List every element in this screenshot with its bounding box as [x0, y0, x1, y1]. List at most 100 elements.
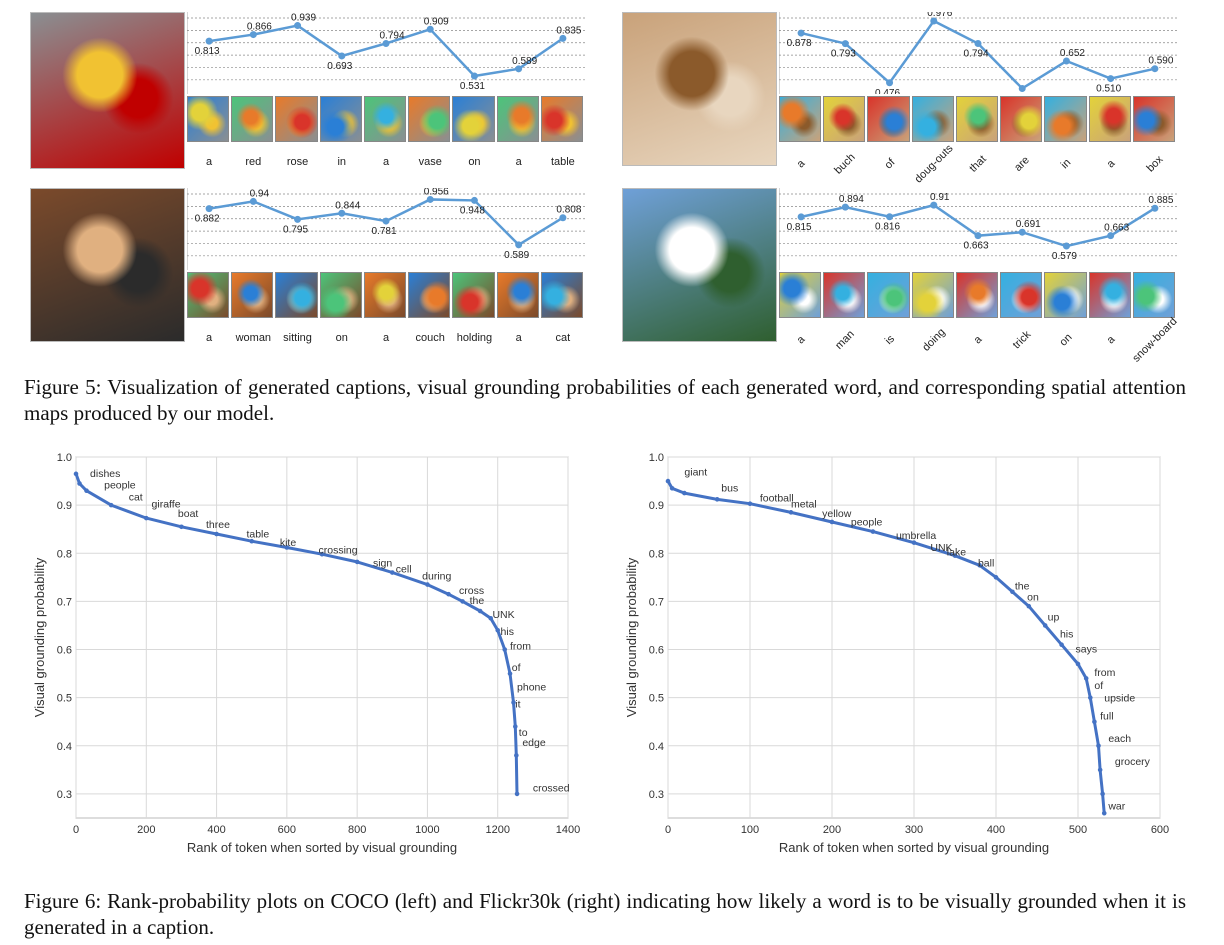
caption-word: a: [382, 332, 390, 344]
attention-map: [540, 96, 583, 142]
grounding-point: [382, 217, 390, 225]
caption-word: a: [1104, 333, 1118, 347]
grounding-point: [1018, 228, 1026, 236]
curve-point: [495, 627, 501, 633]
value-label: 0.794: [379, 30, 404, 41]
attention-map: [823, 96, 866, 142]
y-tick-label: 0.4: [57, 741, 72, 753]
grounding-point: [470, 196, 478, 204]
caption-word: doing: [920, 326, 948, 354]
curve-point: [977, 563, 982, 568]
caption-word: in: [337, 156, 347, 168]
x-tick-label: 0: [73, 824, 79, 836]
grounding-point: [1151, 65, 1159, 73]
grounding-point: [886, 79, 894, 87]
curve-point: [514, 753, 519, 758]
grounding-point: [930, 201, 938, 209]
value-label: 0.939: [291, 13, 316, 24]
attention-strip-flowers: [187, 96, 585, 142]
attention-map: [319, 96, 362, 142]
x-tick-label: 500: [1069, 824, 1087, 836]
caption-word: that: [967, 153, 989, 175]
x-tick-label: 200: [137, 824, 155, 836]
grounding-point: [205, 205, 213, 213]
value-label: 0.815: [787, 222, 812, 233]
attention-map: [1044, 272, 1087, 318]
value-label: 0.476: [875, 88, 900, 94]
grounding-point: [1107, 232, 1115, 240]
caption-word: on: [335, 332, 348, 344]
grounding-point: [470, 72, 478, 80]
curve-point: [460, 599, 465, 604]
caption-word: rose: [286, 156, 309, 168]
value-label: 0.882: [195, 214, 220, 225]
x-tick-label: 600: [1151, 824, 1169, 836]
value-label: 0.663: [963, 241, 988, 252]
y-tick-label: 0.6: [649, 645, 664, 657]
word-annotation: football: [760, 492, 794, 504]
y-tick-label: 0.9: [57, 500, 72, 512]
attention-map: [496, 96, 539, 142]
grounding-point: [1018, 84, 1026, 92]
y-tick-label: 0.3: [57, 789, 72, 801]
curve-point: [73, 471, 79, 477]
word-annotation: cross: [459, 585, 484, 597]
word-annotation: war: [1107, 800, 1125, 812]
grounding-chart-donuts: 0.878 0.793 0.476 0.976 0.794 0.430 0.652 0.510…: [779, 12, 1177, 94]
word-annotation: from: [510, 641, 531, 653]
x-tick-label: 300: [905, 824, 923, 836]
value-label: 0.590: [1148, 56, 1173, 67]
y-tick-label: 1.0: [57, 452, 72, 464]
word-annotation: cat: [129, 491, 143, 503]
attention-map: [408, 96, 451, 142]
grounding-chart-flowers: 0.813 0.866 0.939 0.693 0.794 0.909 0.531 0.589…: [187, 12, 585, 94]
word-annotation: crossing: [318, 544, 357, 556]
x-tick-label: 400: [987, 824, 1005, 836]
attention-map: [187, 272, 230, 318]
flickr30k-rank-probability-chart: 0 100 200 300 400 500 600 0.3 0.4 0.5 0.6 0.7 0.8 0.9…: [624, 452, 1169, 855]
curve-point: [1059, 642, 1064, 648]
word-annotation: bus: [721, 483, 738, 495]
grounding-point: [1062, 242, 1070, 250]
caption-word: man: [833, 328, 858, 352]
attention-map: [363, 96, 407, 142]
value-label: 0.531: [460, 81, 485, 92]
caption-word: a: [1104, 157, 1118, 171]
attention-map: [823, 272, 866, 318]
caption-word: woman: [235, 332, 272, 344]
figure-5-caption: Figure 5: Visualization of generated cap…: [24, 375, 1186, 425]
grounding-point: [1062, 57, 1070, 65]
attention-map: [275, 272, 318, 318]
caption-word: on: [468, 156, 481, 168]
word-annotation: people: [851, 516, 883, 528]
attention-map: [275, 96, 318, 142]
value-label: 0.430: [1008, 93, 1033, 94]
caption-word: buch: [832, 151, 859, 177]
attention-map: [779, 96, 822, 142]
y-tick-label: 0.8: [57, 548, 72, 560]
word-annotation: boat: [178, 508, 199, 520]
word-annotation: UNK: [492, 609, 514, 621]
x-tick-label: 400: [207, 824, 225, 836]
attention-map: [231, 96, 274, 142]
curve-point: [1042, 623, 1048, 628]
word-annotation: it: [515, 698, 520, 710]
grounding-point: [886, 213, 894, 221]
grounding-point: [1107, 75, 1115, 83]
word-annotation: sign: [373, 558, 392, 570]
grounding-point: [294, 215, 302, 223]
word-annotation: UNK: [930, 542, 952, 554]
x-tick-label: 200: [823, 824, 841, 836]
grounding-point: [426, 25, 434, 33]
curve-point: [389, 570, 395, 575]
grounding-point: [426, 195, 434, 203]
word-annotation: during: [422, 571, 451, 583]
caption-word: trick: [1010, 328, 1034, 352]
x-tick-label: 1000: [415, 824, 439, 836]
attention-map: [867, 272, 910, 318]
y-tick-label: 0.9: [649, 500, 664, 512]
word-annotation: to: [519, 727, 528, 739]
word-annotation: the: [1015, 580, 1030, 592]
attention-map: [452, 96, 495, 142]
attention-map: [1000, 96, 1043, 142]
